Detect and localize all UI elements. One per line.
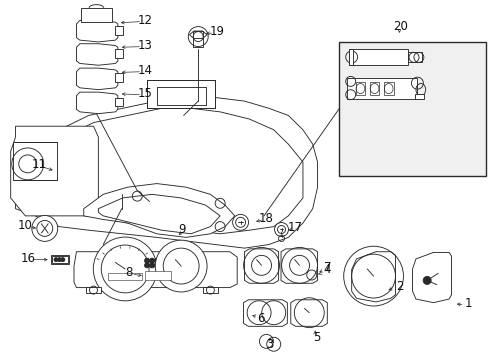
Text: 14: 14 xyxy=(137,64,152,77)
Text: 3: 3 xyxy=(266,338,273,351)
Polygon shape xyxy=(74,252,237,288)
Bar xyxy=(115,26,122,35)
Bar xyxy=(339,42,485,176)
Polygon shape xyxy=(76,21,118,42)
Bar xyxy=(193,31,203,47)
Polygon shape xyxy=(244,249,278,283)
Bar xyxy=(348,49,352,65)
Bar xyxy=(407,51,422,62)
Bar xyxy=(86,287,101,293)
Bar xyxy=(369,82,379,95)
Circle shape xyxy=(232,214,248,230)
Text: 13: 13 xyxy=(138,39,152,52)
Circle shape xyxy=(422,276,430,284)
Bar xyxy=(115,49,122,58)
Text: 19: 19 xyxy=(209,26,224,39)
Text: 18: 18 xyxy=(258,212,273,225)
Circle shape xyxy=(144,263,149,268)
Polygon shape xyxy=(351,252,395,302)
Bar xyxy=(348,49,407,65)
Polygon shape xyxy=(412,252,450,303)
Text: 16: 16 xyxy=(20,252,35,265)
Bar xyxy=(203,287,217,293)
Circle shape xyxy=(155,240,206,292)
Text: 12: 12 xyxy=(137,14,152,27)
Circle shape xyxy=(61,258,65,262)
Circle shape xyxy=(93,237,157,301)
Polygon shape xyxy=(76,92,118,114)
Text: 2: 2 xyxy=(395,280,402,293)
Bar xyxy=(383,82,393,95)
Text: 8: 8 xyxy=(125,266,132,279)
Polygon shape xyxy=(76,44,118,65)
Polygon shape xyxy=(83,184,234,237)
Bar xyxy=(346,78,417,99)
Polygon shape xyxy=(76,68,118,90)
Text: 10: 10 xyxy=(18,219,33,233)
Bar xyxy=(108,273,142,280)
Circle shape xyxy=(149,258,154,263)
Polygon shape xyxy=(281,249,317,283)
Bar xyxy=(51,255,69,264)
Polygon shape xyxy=(290,300,326,326)
Circle shape xyxy=(57,258,61,262)
Circle shape xyxy=(32,216,58,241)
Bar xyxy=(355,82,365,95)
Text: 17: 17 xyxy=(287,221,302,234)
Circle shape xyxy=(154,263,159,268)
Circle shape xyxy=(274,222,288,237)
Text: 5: 5 xyxy=(312,331,320,344)
Text: 11: 11 xyxy=(31,158,46,171)
Bar xyxy=(115,73,122,82)
Circle shape xyxy=(144,258,149,263)
Text: 1: 1 xyxy=(464,297,471,310)
Bar xyxy=(13,142,57,180)
Text: 20: 20 xyxy=(392,21,407,33)
Text: 15: 15 xyxy=(138,87,152,100)
Bar xyxy=(144,271,171,280)
Text: 6: 6 xyxy=(256,312,264,325)
Polygon shape xyxy=(243,300,287,326)
Bar xyxy=(81,8,111,22)
Text: 7: 7 xyxy=(323,261,330,274)
Text: 4: 4 xyxy=(323,263,330,276)
Bar xyxy=(115,98,122,107)
Polygon shape xyxy=(11,126,98,216)
Bar xyxy=(52,256,67,263)
Bar xyxy=(147,80,215,108)
Circle shape xyxy=(54,258,58,262)
Bar xyxy=(414,94,423,99)
Circle shape xyxy=(154,258,159,263)
Text: 9: 9 xyxy=(178,223,185,236)
Polygon shape xyxy=(16,98,317,248)
Circle shape xyxy=(149,263,154,268)
